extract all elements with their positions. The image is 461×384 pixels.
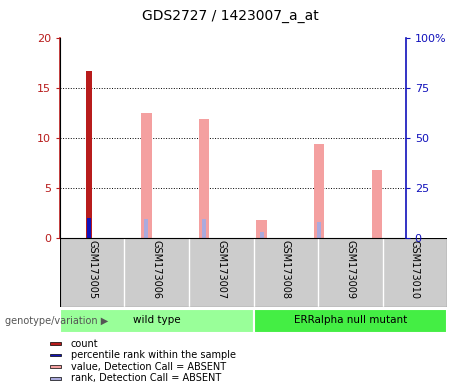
Bar — [50, 366, 61, 368]
Bar — [260, 232, 264, 238]
Text: GSM173010: GSM173010 — [410, 240, 420, 299]
Text: GSM173009: GSM173009 — [345, 240, 355, 299]
Bar — [50, 343, 61, 345]
Bar — [86, 71, 92, 238]
Text: ERRalpha null mutant: ERRalpha null mutant — [294, 315, 407, 325]
Bar — [317, 222, 321, 238]
Bar — [202, 218, 206, 238]
Text: wild type: wild type — [133, 315, 181, 325]
Bar — [256, 220, 267, 238]
Text: count: count — [71, 339, 99, 349]
Text: GDS2727 / 1423007_a_at: GDS2727 / 1423007_a_at — [142, 9, 319, 23]
Bar — [314, 144, 325, 238]
Text: GSM173005: GSM173005 — [87, 240, 97, 299]
Text: rank, Detection Call = ABSENT: rank, Detection Call = ABSENT — [71, 373, 221, 383]
Bar — [372, 170, 382, 238]
Bar — [87, 218, 91, 238]
Text: value, Detection Call = ABSENT: value, Detection Call = ABSENT — [71, 362, 226, 372]
Bar — [199, 119, 209, 238]
Bar — [50, 377, 61, 379]
Bar — [60, 309, 254, 333]
Text: GSM173008: GSM173008 — [281, 240, 291, 299]
Bar — [254, 309, 447, 333]
Text: GSM173007: GSM173007 — [216, 240, 226, 299]
Text: genotype/variation ▶: genotype/variation ▶ — [5, 316, 108, 326]
Bar — [144, 219, 148, 238]
Text: GSM173006: GSM173006 — [152, 240, 162, 299]
Bar — [50, 354, 61, 356]
Bar — [141, 113, 152, 238]
Text: percentile rank within the sample: percentile rank within the sample — [71, 350, 236, 360]
